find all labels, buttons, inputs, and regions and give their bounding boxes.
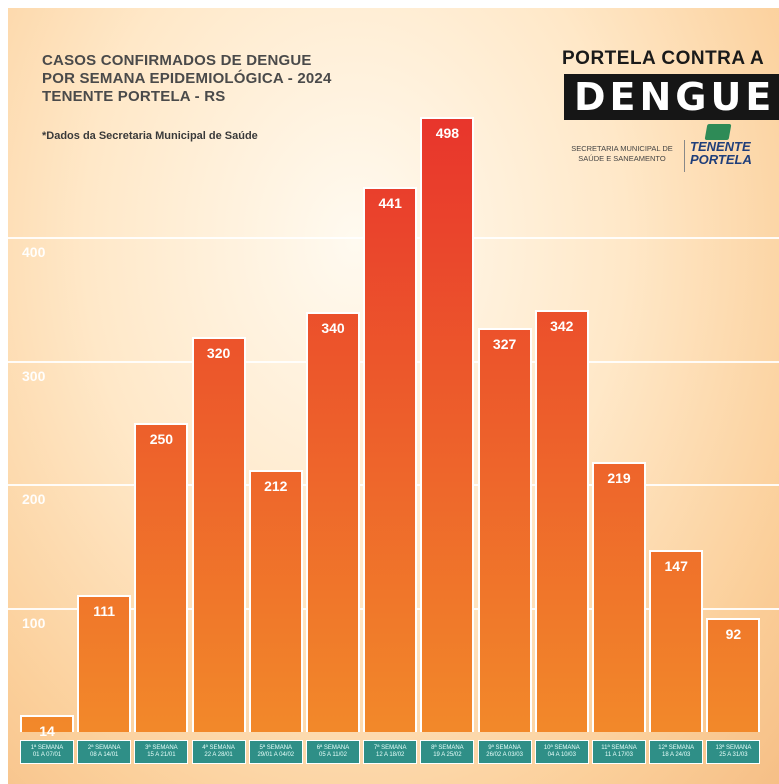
campaign-logo: PORTELA CONTRA A DENGUE SECRETARIA MUNIC…: [556, 48, 779, 188]
bar-value-label: 147: [664, 558, 688, 575]
x-category-label: 2ª SEMANA 08 A 14/01: [77, 740, 132, 764]
week-dates: 05 A 11/02: [319, 752, 347, 758]
title-line-2: POR SEMANA EPIDEMIOLÓGICA - 2024: [42, 70, 332, 87]
week-dates: 18 A 24/03: [662, 752, 691, 758]
x-category-label: 9ª SEMANA 26/02 A 03/03: [477, 740, 532, 764]
week-dates: 12 A 18/02: [376, 752, 405, 758]
bar-value-label: 320: [206, 344, 231, 361]
bar-value-label: 340: [321, 320, 345, 337]
bar: [20, 714, 74, 732]
x-category-label: 10ª SEMANA 04 A 10/03: [534, 740, 589, 764]
chart-title: CASOS CONFIRMADOS DE DENGUE POR SEMANA E…: [42, 52, 332, 106]
bar-value-label: 219: [607, 469, 631, 486]
week-dates: 29/01 A 04/02: [257, 752, 295, 758]
x-category-label: 11ª SEMANA 11 A 17/03: [592, 740, 646, 764]
bar-value-label: 212: [264, 478, 288, 495]
bar: [592, 461, 646, 732]
source-note: *Dados da Secretaria Municipal de Saúde: [42, 130, 258, 142]
x-category-label: 4ª SEMANA 22 A 28/01: [191, 740, 246, 764]
bar-value-label: 498: [435, 124, 460, 141]
bar: [477, 328, 532, 732]
week-dates: 08 A 14/01: [90, 752, 119, 758]
week-label: 1ª SEMANA: [30, 745, 64, 751]
y-tick-label: 100: [22, 614, 46, 631]
x-category-label: 6ª SEMANA 05 A 11/02: [306, 740, 360, 764]
logo-line-1: PORTELA CONTRA A: [562, 48, 765, 69]
bar-value-label: 342: [550, 317, 574, 334]
week-dates: 22 A 28/01: [204, 752, 233, 758]
y-tick-label: 400: [22, 244, 46, 260]
bar: [420, 116, 475, 732]
week-label: 11ª SEMANA: [601, 745, 637, 751]
week-dates: 25 A 31/03: [719, 752, 748, 758]
y-tick-label: 300: [22, 367, 46, 384]
week-dates: 11 A 17/03: [605, 752, 633, 758]
flag-icon: [704, 124, 732, 140]
week-label: 5ª SEMANA: [259, 745, 293, 751]
week-label: 9ª SEMANA: [488, 745, 521, 751]
week-label: 12ª SEMANA: [658, 745, 695, 751]
week-label: 6ª SEMANA: [316, 745, 350, 751]
bar-value-label: 14: [39, 722, 55, 739]
bar: [363, 187, 418, 732]
bar: [191, 336, 246, 732]
bar-value-label: 250: [149, 431, 174, 448]
x-category-label: 13ª SEMANA 25 A 31/03: [706, 740, 761, 764]
bar: [534, 309, 589, 732]
title-line-3: TENENTE PORTELA - RS: [42, 88, 226, 105]
x-category-label: 3ª SEMANA 15 A 21/01: [134, 740, 189, 764]
bar: [77, 594, 132, 732]
logo-divider: [684, 140, 685, 172]
y-tick-label: 200: [22, 491, 46, 507]
logo-line-2: DENGUE: [564, 74, 779, 120]
bar-value-label: 111: [93, 602, 116, 619]
week-dates: 01 A 07/01: [32, 752, 62, 758]
x-category-label: 1ª SEMANA 01 A 07/01: [20, 740, 74, 764]
city-logo-text: TENENTE PORTELA: [690, 139, 752, 167]
week-dates: 19 A 25/02: [433, 752, 462, 758]
week-dates: 04 A 10/03: [547, 752, 576, 758]
x-category-label: 8ª SEMANA 19 A 25/02: [420, 740, 475, 764]
x-category-label: 5ª SEMANA 29/01 A 04/02: [248, 740, 303, 764]
week-dates: 15 A 21/01: [147, 752, 176, 758]
bar: [134, 423, 189, 732]
x-category-label: 12ª SEMANA 18 A 24/03: [649, 740, 704, 764]
week-label: 2ª SEMANA: [87, 745, 121, 751]
week-label: 13ª SEMANA: [715, 745, 752, 751]
bar: [706, 618, 761, 732]
bar-value-label: 92: [725, 626, 742, 643]
week-label: 10ª SEMANA: [543, 745, 580, 751]
x-category-label: 7ª SEMANA 12 A 18/02: [363, 740, 418, 764]
chart-frame: 100 200 300 400 14 111 250 320 212 340 441 498 327 3…: [8, 8, 779, 784]
secretaria-label: SECRETARIA MUNICIPAL DE SAÚDE E SANEAMEN…: [571, 144, 673, 163]
week-label: 4ª SEMANA: [202, 745, 235, 751]
bar: [306, 312, 360, 732]
bar-value-label: 327: [492, 336, 517, 353]
week-label: 3ª SEMANA: [145, 745, 178, 751]
week-label: 8ª SEMANA: [431, 745, 464, 751]
week-label: 7ª SEMANA: [373, 745, 407, 751]
bar: [248, 470, 303, 732]
title-line-1: CASOS CONFIRMADOS DE DENGUE: [42, 52, 312, 69]
week-dates: 26/02 A 03/03: [486, 752, 523, 758]
bar: [649, 550, 704, 732]
bar-value-label: 441: [378, 195, 402, 212]
